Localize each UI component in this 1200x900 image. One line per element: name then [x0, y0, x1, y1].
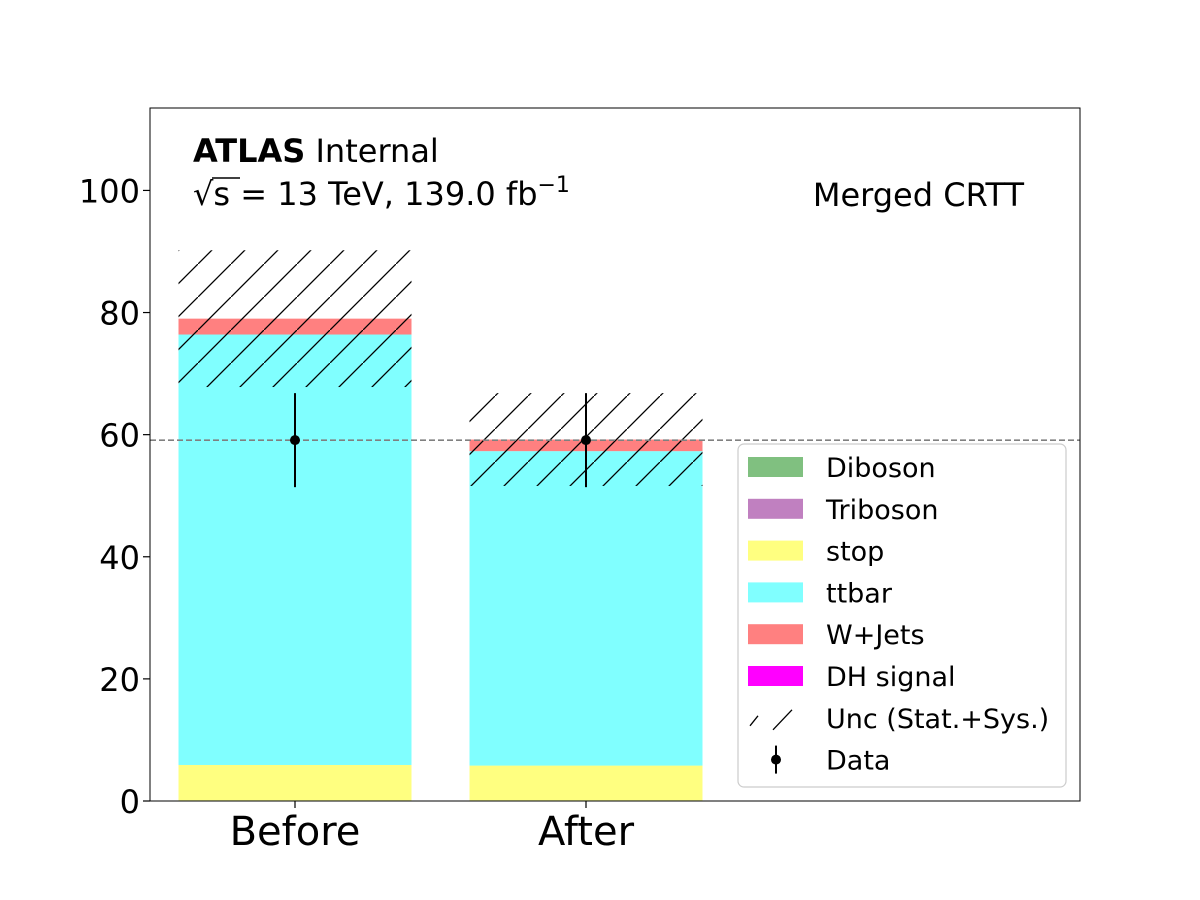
- energy-lumi-label: √s = 13 TeV, 139.0 fb−1: [193, 173, 570, 213]
- plot-frame: [149, 107, 1081, 802]
- legend-swatch-uncertainty-b: [772, 709, 793, 731]
- x-axis: Before After: [230, 801, 635, 855]
- legend-label-stop: stop: [826, 537, 884, 568]
- y-tick-label: 80: [99, 295, 140, 333]
- y-tick-label: 40: [99, 539, 140, 577]
- region-label: Merged CRTT: [813, 176, 1025, 214]
- legend: Diboson Triboson stop ttbar W+Jets DH signal U…: [737, 443, 1067, 788]
- x-tick-label: After: [538, 809, 635, 855]
- bar-stop-after: [469, 765, 703, 801]
- legend-swatch-w-jets: [748, 624, 803, 645]
- data-point-after: [581, 435, 591, 446]
- legend-label-uncertainty: Unc (Stat.+Sys.): [826, 704, 1049, 735]
- legend-label-data: Data: [826, 746, 890, 777]
- y-tick-label: 60: [99, 417, 140, 455]
- data-point-before: [290, 435, 300, 446]
- legend-label-ttbar: ttbar: [826, 578, 893, 609]
- legend-label-triboson: Triboson: [825, 495, 938, 526]
- legend-swatch-diboson: [748, 457, 803, 477]
- legend-label-w-jets: W+Jets: [826, 620, 925, 651]
- legend-swatch-stop: [748, 540, 803, 561]
- legend-swatch-ttbar: [748, 582, 803, 603]
- y-tick-label: 100: [79, 172, 140, 210]
- x-tick-label: Before: [230, 809, 361, 855]
- legend-swatch-triboson: [748, 498, 803, 519]
- bar-ttbar-after: [469, 451, 703, 766]
- uncertainty-band-before: [178, 250, 412, 388]
- legend-box: [737, 443, 1067, 788]
- y-tick-label: 20: [99, 661, 140, 699]
- legend-label-diboson: Diboson: [826, 453, 936, 484]
- legend-swatch-data-marker: [771, 754, 781, 765]
- experiment-label: ATLAS Internal: [193, 132, 439, 170]
- bar-stop-before: [178, 764, 412, 801]
- legend-swatch-uncertainty-a: [749, 715, 759, 727]
- y-axis: 0 20 40 60 80 100: [79, 172, 150, 821]
- legend-label-dh-signal: DH signal: [826, 662, 956, 693]
- y-tick-label: 0: [120, 783, 140, 821]
- data-points-layer: [290, 393, 591, 488]
- bars-layer: [178, 250, 703, 801]
- legend-swatch-dh-signal: [748, 666, 803, 686]
